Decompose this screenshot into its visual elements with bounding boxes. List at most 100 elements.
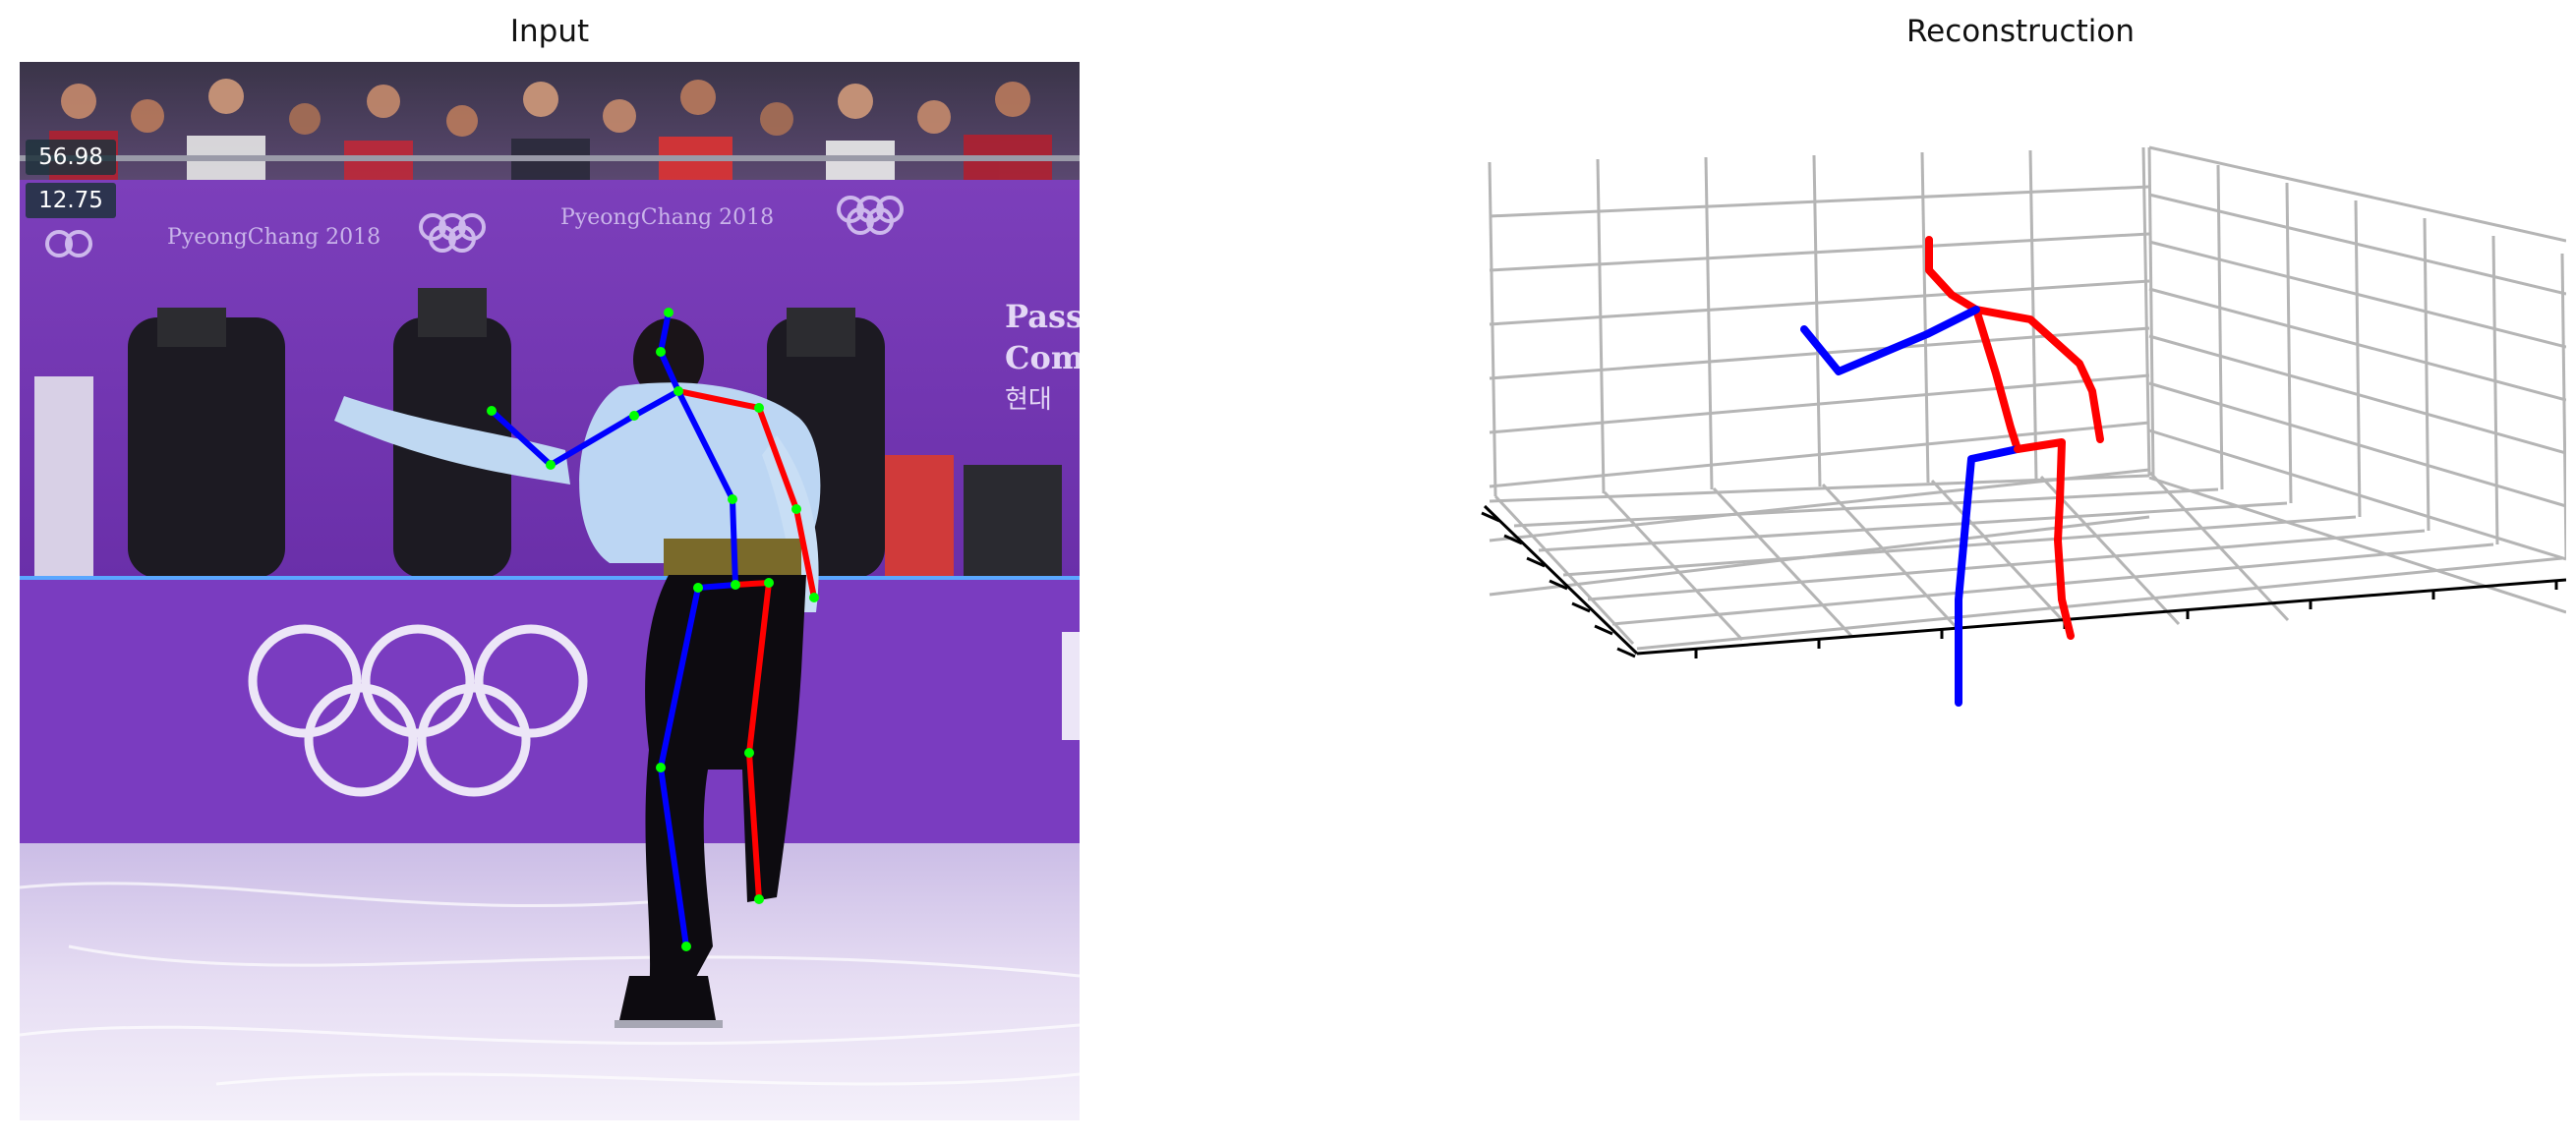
bone-2d-8 — [675, 388, 735, 502]
input-scene: PyeongChang 2018 PyeongChang 2018 Pass C… — [20, 62, 1080, 1120]
grid-side-horizontal-5 — [2148, 381, 2567, 508]
grid-back-vertical-3 — [1812, 154, 1822, 487]
bone-3d-left-arm — [1972, 306, 2104, 443]
reconstruction-panel-title: Reconstruction — [1905, 14, 2135, 49]
scoreboard-value-2: 12.75 — [26, 183, 116, 218]
grid-side-vertical-2 — [2285, 182, 2293, 504]
axis-depth-tick-3 — [1549, 579, 1568, 591]
grid-back-horizontal-4 — [1489, 373, 2150, 434]
joint-2d-6 — [754, 403, 764, 413]
bone-2d-9 — [730, 496, 738, 588]
bone-2d-5 — [675, 388, 762, 411]
axis-depth-tick-6 — [1616, 647, 1636, 658]
bone-2d-7 — [793, 506, 817, 600]
grid-side-vertical-4 — [2423, 217, 2430, 532]
grid-side-horizontal-4 — [2148, 334, 2567, 455]
axis-depth-tick-2 — [1526, 556, 1546, 568]
grid-back-vertical-4 — [1920, 151, 1930, 484]
grid-floor-width-6 — [1636, 556, 2563, 651]
joint-2d-4 — [546, 460, 556, 470]
grid-side-vertical-3 — [2354, 200, 2362, 518]
bone-3d-right-arm — [1800, 306, 1980, 375]
joint-2d-3 — [629, 411, 639, 421]
reconstruction-3d-plot — [1475, 88, 2568, 1130]
joint-2d-0 — [664, 308, 673, 317]
bone-3d-spine — [1972, 306, 2021, 453]
axis-depth-tick-1 — [1503, 534, 1523, 545]
axis-width — [1636, 578, 2567, 656]
olympic-rings-logo — [248, 624, 588, 797]
joint-2d-2 — [673, 386, 683, 396]
grid-floor-width-2 — [1538, 501, 2288, 552]
bone-3d-left-leg — [2014, 438, 2075, 640]
grid-floor-width-1 — [1513, 487, 2219, 528]
joint-2d-9 — [728, 494, 737, 504]
bone-2d-13 — [732, 580, 772, 588]
input-image: PyeongChang 2018 PyeongChang 2018 Pass C… — [20, 62, 1080, 1120]
grid-back-horizontal-5 — [1489, 421, 2150, 488]
bone-3d-head-neck — [1925, 236, 1980, 314]
pose-skeleton-2d — [487, 308, 819, 951]
joint-2d-5 — [487, 406, 497, 416]
railing — [20, 155, 1080, 161]
grid-side-horizontal-7 — [2148, 476, 2567, 614]
grid-side-vertical-6 — [2560, 253, 2568, 559]
grid-back-horizontal-0 — [1489, 185, 2150, 218]
grid-back-vertical-5 — [2028, 149, 2038, 481]
axes — [1481, 504, 2567, 658]
axis-depth-tick-5 — [1594, 624, 1613, 636]
axis-depth — [1483, 504, 1639, 656]
bone-2d-6 — [756, 405, 799, 512]
skater — [334, 318, 821, 1028]
bone-2d-1 — [658, 349, 681, 394]
grid-floor-width-5 — [1611, 542, 2494, 626]
grid-floor-depth-5 — [2039, 475, 2181, 626]
board-letter — [1062, 632, 1080, 740]
grid-back-horizontal-1 — [1489, 232, 2150, 272]
photographers — [34, 288, 1062, 578]
bone-2d-4 — [489, 408, 554, 468]
sign-text-2: Com — [1005, 339, 1080, 376]
grid-back-vertical-2 — [1704, 156, 1714, 490]
grid-side-vertical-1 — [2216, 164, 2224, 490]
grid-floor-width-4 — [1587, 529, 2426, 601]
joint-2d-7 — [791, 504, 801, 514]
grid-side-vertical-5 — [2491, 235, 2499, 545]
spectators — [49, 79, 1052, 180]
bone-2d-14 — [746, 580, 772, 756]
grid-floor-width-0 — [1489, 474, 2150, 503]
ice-surface — [20, 843, 1080, 1120]
grid-back-vertical-0 — [1488, 161, 1497, 497]
bone-2d-0 — [658, 310, 672, 355]
grid-back-vertical-6 — [2141, 146, 2151, 477]
grid-side-horizontal-1 — [2148, 193, 2567, 296]
rink-board — [20, 578, 1080, 843]
joint-2d-1 — [656, 347, 666, 357]
joint-2d-11 — [693, 583, 703, 593]
bone-3d-right-leg — [1955, 445, 2021, 707]
bone-2d-15 — [746, 750, 762, 902]
grid-side-horizontal-3 — [2148, 287, 2567, 402]
pose-skeleton-3d — [1800, 236, 2104, 707]
axis-depth-tick-4 — [1571, 601, 1591, 613]
bone-2d-2 — [631, 388, 681, 419]
grid-side-horizontal-0 — [2148, 145, 2567, 243]
joint-2d-10 — [731, 580, 740, 590]
sign-text-3: 현대 — [1005, 385, 1052, 415]
grid-back-horizontal-2 — [1489, 279, 2150, 326]
small-olympic-rings — [45, 196, 904, 257]
joint-2d-14 — [764, 578, 774, 588]
grid-back-vertical-1 — [1596, 158, 1606, 494]
bone-2d-3 — [548, 413, 637, 468]
grid-side-horizontal-2 — [2148, 240, 2567, 349]
joint-2d-16 — [754, 894, 764, 904]
reconstruction-canvas — [1481, 145, 2568, 707]
bone-2d-11 — [658, 585, 701, 771]
board-top-edge — [20, 576, 1080, 580]
grid-lines — [1488, 145, 2568, 651]
banner-text-1: PyeongChang 2018 — [167, 225, 381, 250]
grid-back-horizontal-6 — [1489, 468, 2150, 542]
bone-2d-10 — [695, 582, 738, 591]
joint-2d-15 — [744, 748, 754, 758]
grid-side-vertical-0 — [2147, 146, 2155, 477]
